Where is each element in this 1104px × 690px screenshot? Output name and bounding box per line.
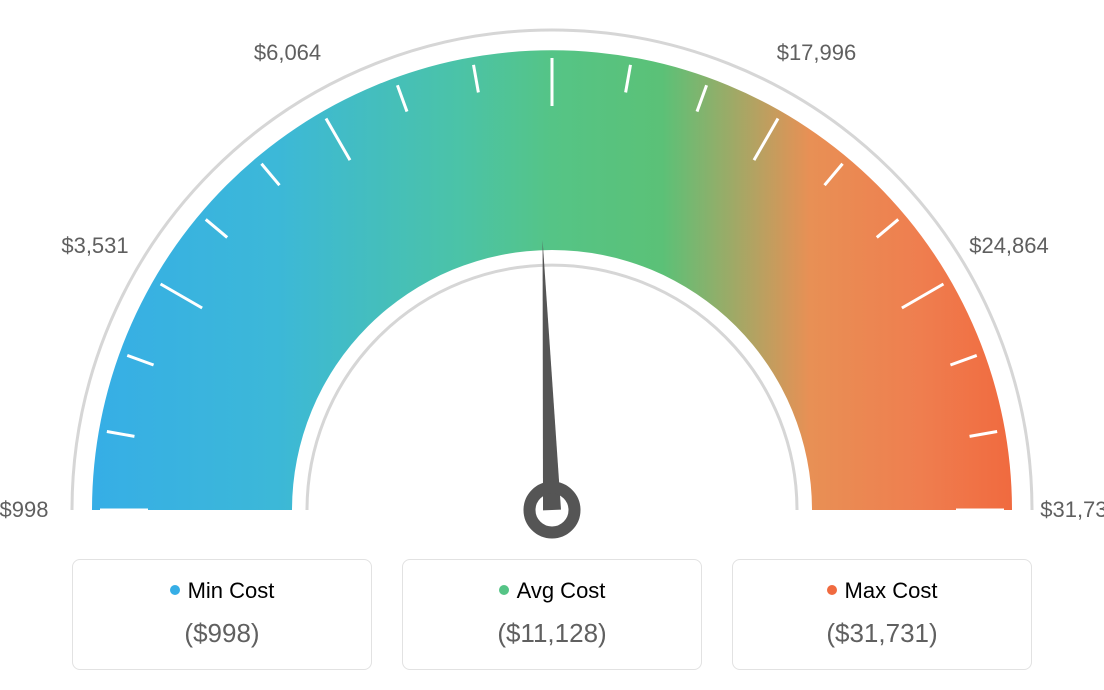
legend-value-min: ($998) (83, 618, 361, 649)
legend-title-avg-text: Avg Cost (517, 578, 606, 603)
legend-title-min: Min Cost (83, 578, 361, 604)
gauge-svg (0, 0, 1104, 560)
scale-label: $3,531 (61, 233, 128, 259)
gauge-chart-container: $998$3,531$6,064$11,128$17,996$24,864$31… (0, 0, 1104, 690)
scale-label: $6,064 (254, 40, 321, 66)
legend-title-max-text: Max Cost (845, 578, 938, 603)
gauge-area: $998$3,531$6,064$11,128$17,996$24,864$31… (0, 0, 1104, 540)
legend-title-max: Max Cost (743, 578, 1021, 604)
legend-dot-max (827, 585, 837, 595)
legend-dot-min (170, 585, 180, 595)
scale-label: $998 (0, 497, 48, 523)
legend-dot-avg (499, 585, 509, 595)
legend-value-max: ($31,731) (743, 618, 1021, 649)
scale-label: $24,864 (969, 233, 1049, 259)
legend-title-min-text: Min Cost (188, 578, 275, 603)
legend-card-avg: Avg Cost ($11,128) (402, 559, 702, 670)
legend-title-avg: Avg Cost (413, 578, 691, 604)
scale-label: $17,996 (777, 40, 857, 66)
scale-label: $31,731 (1040, 497, 1104, 523)
legend-card-max: Max Cost ($31,731) (732, 559, 1032, 670)
legend-value-avg: ($11,128) (413, 618, 691, 649)
legend-card-min: Min Cost ($998) (72, 559, 372, 670)
legend-row: Min Cost ($998) Avg Cost ($11,128) Max C… (0, 559, 1104, 670)
